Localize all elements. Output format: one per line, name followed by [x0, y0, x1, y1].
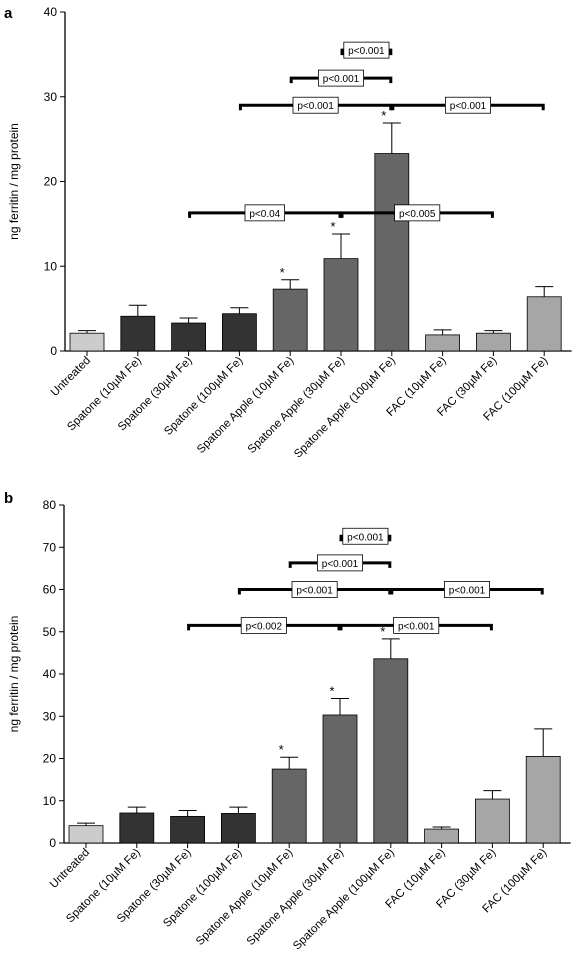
- comparison-bracket: p<0.005: [340, 204, 494, 222]
- y-tick-label: 30: [43, 709, 57, 723]
- panel-letter: b: [4, 490, 13, 507]
- p-value-box: [317, 69, 364, 87]
- bar: [220, 813, 256, 844]
- p-value-box: [316, 554, 363, 572]
- bar: [374, 153, 410, 352]
- p-value-label: p<0.04: [249, 209, 280, 220]
- y-tick-label: 20: [43, 752, 57, 766]
- y-axis-label: ng ferritin / mg protein: [7, 616, 21, 733]
- p-value-box: [240, 617, 287, 634]
- y-axis-label: ng ferritin / mg protein: [7, 123, 21, 240]
- p-value-box: [343, 41, 390, 59]
- significance-star: *: [330, 219, 335, 234]
- p-value-label: p<0.001: [398, 621, 435, 632]
- panel-letter: a: [4, 5, 13, 22]
- comparison-bracket: p<0.001: [391, 96, 545, 114]
- p-value-label: p<0.005: [399, 209, 436, 220]
- y-tick-label: 10: [44, 259, 58, 273]
- p-value-label: p<0.001: [297, 101, 334, 112]
- y-tick-label: 40: [44, 5, 58, 19]
- category-label: Spatone Apple (30µM Fe): [245, 847, 346, 948]
- p-value-box: [443, 581, 490, 598]
- bar: [475, 332, 511, 352]
- bar: [322, 714, 358, 844]
- y-tick-label: 80: [43, 498, 57, 512]
- y-tick-label: 30: [44, 90, 58, 104]
- bar: [69, 332, 105, 352]
- y-tick-label: 0: [49, 836, 56, 850]
- p-value-label: p<0.002: [246, 621, 283, 632]
- bar: [425, 334, 461, 352]
- bar: [120, 315, 156, 352]
- bar: [221, 313, 257, 352]
- bar: [526, 296, 562, 352]
- p-value-label: p<0.001: [347, 532, 384, 543]
- p-value-label: p<0.001: [296, 586, 333, 597]
- p-value-box: [393, 617, 440, 634]
- p-value-box: [444, 96, 491, 114]
- panel-b: b ng ferritin / mg protein 0 10 20 30 40 50 60 70…: [4, 490, 571, 952]
- comparison-bracket: p<0.002: [187, 617, 341, 634]
- significance-star: *: [380, 624, 385, 639]
- category-label: Spatone Apple (10µM Fe): [195, 355, 296, 456]
- comparison-bracket: p<0.001: [238, 96, 393, 114]
- comparison-bracket: p<0.001: [289, 69, 393, 87]
- p-value-box: [244, 204, 285, 222]
- bar: [272, 288, 308, 352]
- y-tick-label: 70: [43, 540, 57, 554]
- significance-star: *: [279, 742, 284, 757]
- y-tick-label: 40: [43, 667, 57, 681]
- comparison-bracket: p<0.001: [237, 581, 392, 598]
- category-label: Spatone Apple (100µM Fe): [291, 847, 397, 953]
- bar: [424, 828, 460, 844]
- p-value-label: p<0.001: [449, 586, 486, 597]
- comparison-bracket: p<0.001: [288, 554, 392, 572]
- p-value-label: p<0.001: [323, 74, 360, 85]
- category-label: Spatone Apple (30µM Fe): [246, 355, 347, 456]
- comparison-bracket: p<0.001: [339, 527, 392, 545]
- p-value-label: p<0.001: [450, 101, 487, 112]
- category-label: Spatone Apple (10µM Fe): [194, 847, 295, 948]
- p-value-box: [342, 527, 389, 545]
- y-tick-label: 0: [50, 344, 57, 358]
- category-label: Untreated: [49, 355, 93, 399]
- p-value-label: p<0.001: [322, 559, 359, 570]
- bar: [271, 768, 307, 844]
- bar: [525, 755, 561, 844]
- comparison-bracket: p<0.001: [390, 581, 544, 598]
- bar: [323, 258, 359, 352]
- panel-a: a ng ferritin / mg protein 0 10 20 30 40 Untrea…: [4, 5, 572, 460]
- bar: [170, 815, 206, 844]
- comparison-bracket: p<0.001: [339, 617, 493, 634]
- significance-star: *: [280, 265, 285, 280]
- significance-star: *: [329, 684, 334, 699]
- category-label: Spatone Apple (100µM Fe): [292, 355, 398, 461]
- p-value-label: p<0.001: [348, 46, 385, 57]
- y-tick-label: 60: [43, 583, 57, 597]
- y-tick-label: 10: [43, 794, 57, 808]
- bar: [474, 798, 510, 844]
- p-value-box: [291, 581, 338, 598]
- bar: [119, 812, 155, 844]
- p-value-box: [394, 204, 441, 222]
- comparison-bracket: p<0.001: [340, 41, 393, 59]
- p-value-box: [292, 96, 339, 114]
- bar: [171, 322, 207, 352]
- category-label: Untreated: [48, 847, 92, 891]
- y-tick-label: 20: [44, 175, 58, 189]
- y-tick-label: 50: [43, 625, 57, 639]
- bar: [373, 658, 409, 844]
- comparison-bracket: p<0.04: [188, 204, 342, 222]
- bar: [68, 825, 104, 844]
- significance-star: *: [381, 108, 386, 123]
